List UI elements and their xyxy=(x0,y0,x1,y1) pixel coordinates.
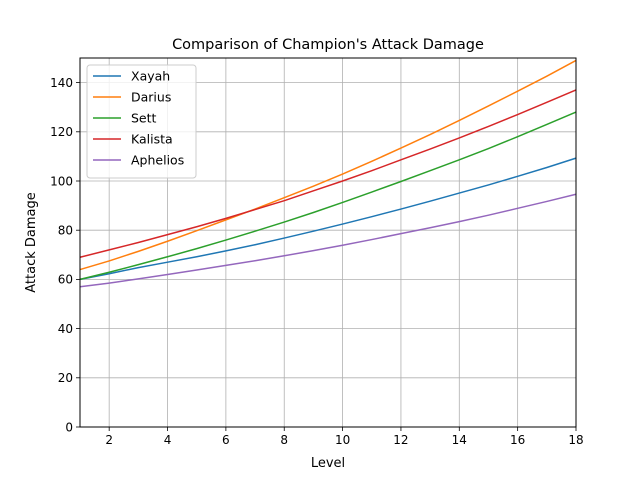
y-tick-label: 20 xyxy=(58,371,73,385)
legend-label-sett: Sett xyxy=(131,111,157,126)
series-lines xyxy=(79,59,577,288)
legend-label-aphelios: Aphelios xyxy=(131,153,184,168)
y-tick-label: 40 xyxy=(58,322,73,336)
y-tick-label: 80 xyxy=(58,224,73,238)
x-axis: 2 4 6 8 10 12 14 16 18 xyxy=(105,427,584,447)
chart-title: Comparison of Champion's Attack Damage xyxy=(172,37,484,53)
series-line-kalista xyxy=(79,89,577,258)
y-tick-label: 100 xyxy=(50,174,73,188)
y-tick-label: 120 xyxy=(50,125,73,139)
x-tick-label: 2 xyxy=(105,433,113,447)
legend-box xyxy=(86,64,197,179)
series-line-darius xyxy=(79,59,577,271)
series-line-xayah xyxy=(79,157,577,281)
x-tick-label: 18 xyxy=(568,433,583,447)
x-tick-label: 8 xyxy=(280,433,288,447)
series-line-sett xyxy=(79,111,577,281)
legend-label-xayah: Xayah xyxy=(131,69,170,84)
y-tick-label: 140 xyxy=(50,76,73,90)
x-tick-label: 4 xyxy=(164,433,172,447)
y-tick-label: 0 xyxy=(65,420,73,434)
x-tick-label: 16 xyxy=(510,433,525,447)
legend-label-kalista: Kalista xyxy=(131,132,173,147)
x-tick-label: 10 xyxy=(335,433,350,447)
x-tick-label: 12 xyxy=(393,433,408,447)
y-tick-label: 60 xyxy=(58,273,73,287)
x-tick-label: 14 xyxy=(452,433,467,447)
legend-label-darius: Darius xyxy=(131,90,171,105)
plot-frame xyxy=(79,57,577,428)
x-tick-label: 6 xyxy=(222,433,230,447)
y-axis: 0 20 40 60 80 100 120 140 xyxy=(50,76,80,434)
legend: Xayah Darius Sett Kalista Aphelios xyxy=(86,64,197,179)
y-axis-label: Attack Damage xyxy=(24,192,39,293)
x-axis-label: Level xyxy=(311,456,345,471)
series-line-aphelios xyxy=(79,193,577,288)
grid-lines xyxy=(80,58,577,428)
